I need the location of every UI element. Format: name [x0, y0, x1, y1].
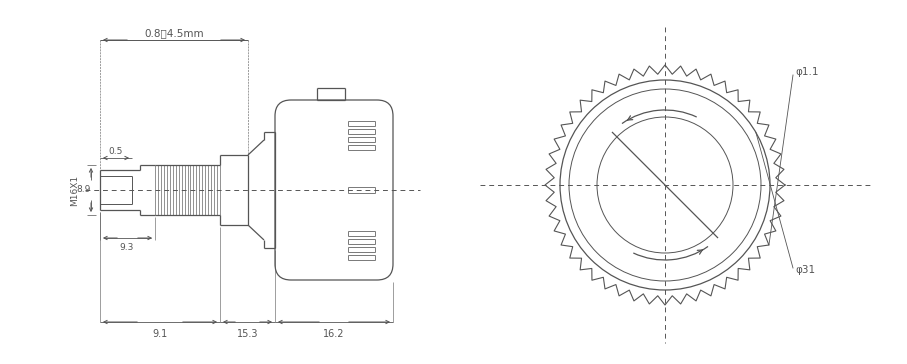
Text: φ1.1: φ1.1	[795, 67, 818, 77]
Text: 16.2: 16.2	[323, 329, 345, 339]
Text: 15.3: 15.3	[238, 329, 258, 339]
Text: φ31: φ31	[795, 265, 815, 275]
Text: 9.3: 9.3	[120, 244, 134, 253]
Text: 9.1: 9.1	[152, 329, 168, 339]
Text: 8.9: 8.9	[77, 186, 92, 194]
Text: 0.8～4.5mm: 0.8～4.5mm	[144, 28, 204, 38]
Text: 0.5: 0.5	[109, 146, 123, 155]
Text: M16X1: M16X1	[71, 174, 80, 206]
